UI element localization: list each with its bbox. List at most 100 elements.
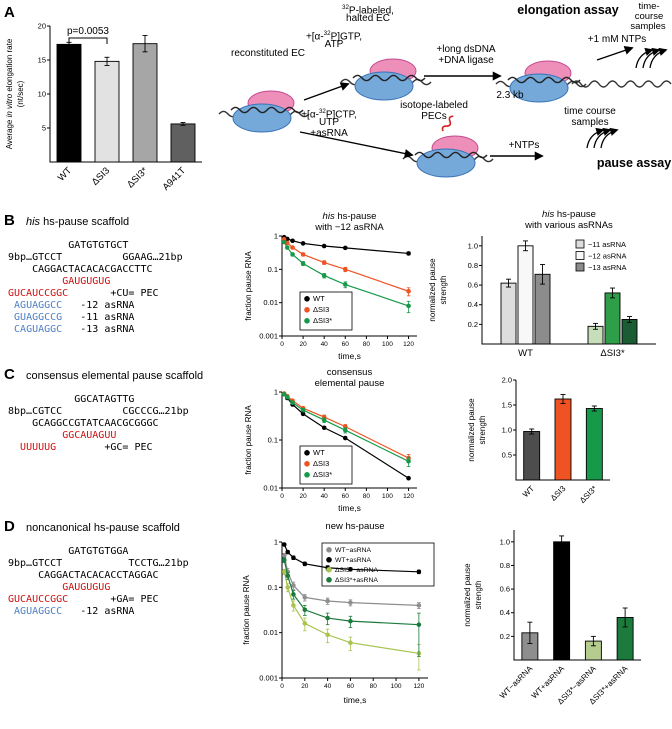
series-WT+asRNA [281,542,422,575]
svg-text:0.5: 0.5 [502,451,512,460]
svg-text:60: 60 [342,341,350,348]
isotope-labeled-pecs-label-line2: PECs [421,111,447,122]
panel-c-label: C [4,366,15,383]
sequence-line: AGUAGGCC -12 asRNA [14,606,135,617]
svg-text:WT−asRNA: WT−asRNA [335,547,372,554]
svg-text:60: 60 [342,493,350,500]
noncanonical-pause-scaffold-sequence: GATGTGTGGA 9bp…GTCCT TCCTG…21bp CAGGACTAC… [8,546,189,618]
ntps-label: +NTPs [508,140,540,151]
svg-text:20: 20 [38,22,46,31]
polymerase-blue-lobe [354,71,414,101]
series-ΔSI3* [281,239,411,314]
svg-text:0: 0 [280,341,284,348]
svg-text:−11 asRNA: −11 asRNA [588,240,626,249]
svg-text:fraction pause RNA: fraction pause RNA [242,575,251,645]
bar-ΔSI3* [585,408,603,481]
svg-text:with −12 asRNA: with −12 asRNA [314,222,384,233]
svg-text:ΔSI3*: ΔSI3* [313,470,332,479]
svg-text:consensus: consensus [327,367,373,378]
svg-text:40: 40 [324,683,332,690]
svg-text:80: 80 [370,683,378,690]
svg-text:1: 1 [274,232,278,241]
consensus-pause-scaffold-sequence: GGCATAGTTG 8bp…CGTCC CGCCCG…21bp GCAGGCCG… [8,394,189,454]
time-course-samples-label-line1: time- [638,1,660,12]
svg-text:0.1: 0.1 [268,436,278,445]
flow-arrow [299,131,414,158]
sequence-line: GATGTGTGCT [8,240,129,251]
sequence-line: GGCAUAGUU [62,430,117,441]
consensus-pause-decay-chart: 1 0.1 0.010 20 40 60 80 100 120 consensuselementa… [244,367,417,513]
bar-WT-−13 asRNA [534,273,551,345]
ctp-label-line1: +[α-32P]CTP, [301,108,357,121]
halted-ec-blob [340,58,432,101]
svg-text:his hs-pause: his hs-pause [542,209,596,220]
svg-text:20: 20 [299,493,307,500]
svg-text:0.1: 0.1 [268,583,278,592]
panel-c-heading: consensus elemental pause scaffold [26,370,204,382]
time-course-arrow [600,127,619,149]
pec-blob [402,115,494,178]
sequence-line: 8bp…CGTCC CGCCCG…21bp [8,406,189,417]
svg-text:100: 100 [391,683,402,690]
svg-text:−13 asRNA: −13 asRNA [588,263,627,272]
time-course-samples-label-line2: course [634,11,664,22]
svg-text:(nt/sec): (nt/sec) [16,80,25,107]
svg-text:0.8: 0.8 [468,261,478,270]
svg-text:new hs-pause: new hs-pause [325,521,384,532]
svg-text:ΔSI3*: ΔSI3* [578,484,599,505]
sequence-line: GUCAUCCGGC +CU= PEC [8,288,159,299]
svg-text:strength: strength [439,276,448,305]
his-pause-strength-chart: 0.2 0.4 0.6 0.8 1.0 normalized pause strength h… [428,209,656,359]
sequence-line: AGUAGGCC -12 asRNA [14,300,135,311]
time-course-arrow [642,47,661,69]
asrna-label: +asRNA [310,128,348,139]
svg-text:0.4: 0.4 [468,300,478,309]
svg-text:100: 100 [382,493,393,500]
svg-text:p=0.0053: p=0.0053 [67,26,109,37]
svg-text:with various asRNAs: with various asRNAs [524,220,613,231]
sequence-line: 9bp…GTCCT TCCTG…21bp [8,558,189,569]
series-ΔSI3*−asRNA [281,568,422,671]
bar-ΔSI3*-−13 asRNA [621,319,638,345]
svg-text:0.001: 0.001 [259,674,278,683]
time-course-samples2-label-line1: time course [564,106,616,117]
svg-text:0.1: 0.1 [268,265,278,274]
flow-arrow [596,46,634,61]
svg-text:0.01: 0.01 [263,628,278,637]
gtp-atp-label-line2: ATP [324,39,344,50]
svg-text:ΔSI3*: ΔSI3* [313,316,332,325]
svg-text:A941T: A941T [161,165,189,193]
svg-text:strength: strength [474,581,483,610]
flow-arrow [303,82,350,101]
svg-text:strength: strength [478,416,487,445]
svg-text:1.0: 1.0 [468,241,478,250]
dna-length-label: 2.3 kb [496,90,524,101]
C-pause-decay: 1 0.1 0.010 20 40 60 80 100 120 consensuselementa… [244,367,417,513]
sequence-line: GAUGUGUG [62,276,111,287]
svg-text:80: 80 [363,341,371,348]
legend: WT ΔSI3 ΔSI3* [299,291,353,331]
svg-text:his hs-pause: his hs-pause [323,211,377,222]
long-dsdna-label: +long dsDNA [436,44,496,55]
svg-text:WT+asRNA: WT+asRNA [335,557,372,564]
sequence-line: CAGGACTACACACCTAGGAC [8,570,159,581]
svg-text:time,s: time,s [338,351,361,361]
svg-text:10: 10 [38,90,46,99]
reconstituted-ec-label: reconstituted EC [231,48,305,59]
pause-assay-title: pause assay [596,156,672,170]
svg-text:1: 1 [274,388,278,397]
svg-text:WT: WT [56,165,74,183]
svg-text:120: 120 [403,493,414,500]
bar-WT [523,431,541,481]
elongation-rate-chart: 5 10 15 20 Average in vitro elongation rate(… [5,22,202,193]
assay-schematic [218,46,672,178]
legend: WT ΔSI3 ΔSI3* [299,445,353,485]
series-ΔSI3*+asRNA [281,557,422,657]
bar-ΔSI3*-−12 asRNA [604,292,621,345]
isotope-labeled-pecs-label-line1: isotope-labeled [400,100,468,111]
svg-text:ΔSI3*: ΔSI3* [125,165,150,190]
svg-text:WT: WT [313,294,325,303]
panel-d-label: D [4,518,15,535]
